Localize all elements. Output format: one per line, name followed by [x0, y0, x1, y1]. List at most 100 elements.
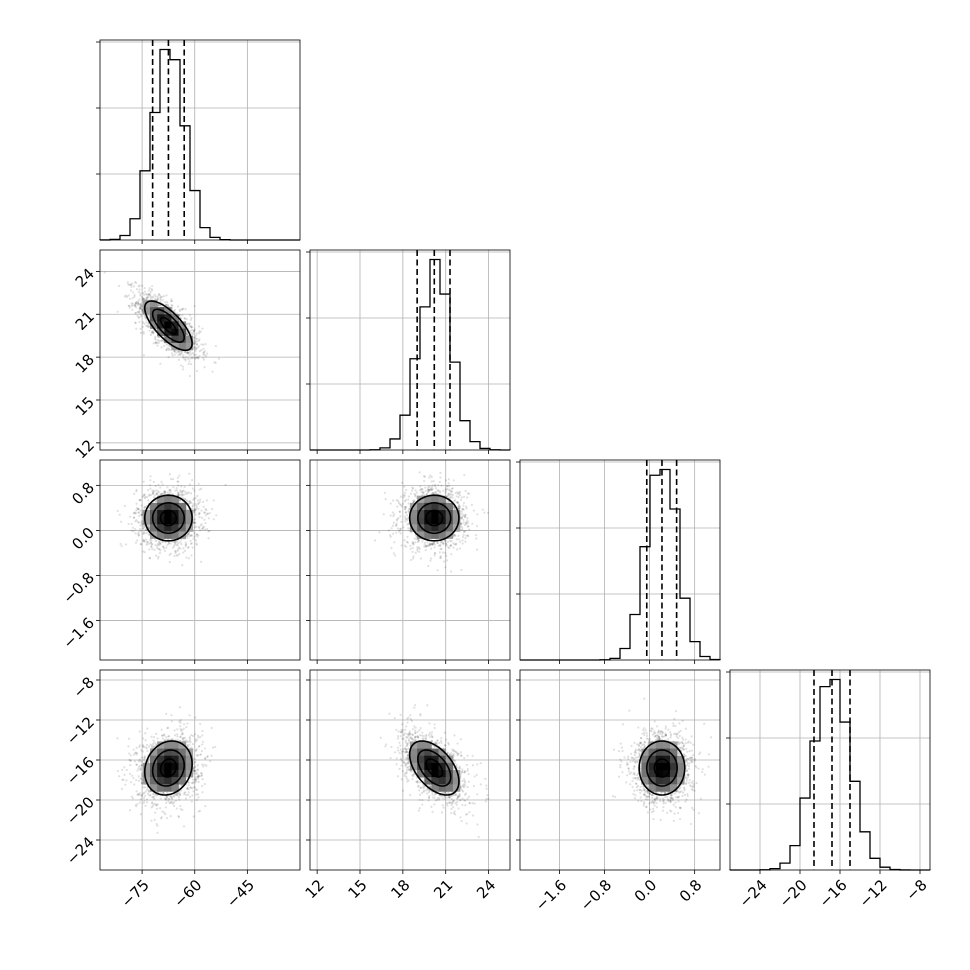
sample-point	[188, 354, 191, 357]
sample-point	[151, 548, 154, 551]
sample-point	[462, 495, 466, 498]
sample-point	[153, 293, 156, 296]
sample-point	[461, 535, 465, 539]
sample-point	[199, 524, 202, 527]
sample-point	[420, 488, 424, 491]
sample-point	[141, 325, 144, 328]
sample-point	[439, 555, 442, 558]
sample-point	[144, 528, 147, 531]
sample-point	[450, 553, 453, 556]
sample-point	[176, 549, 179, 552]
sample-point	[137, 285, 140, 288]
sample-point	[171, 354, 174, 357]
sample-point	[151, 492, 155, 496]
sample-point	[177, 492, 180, 495]
sample-point	[192, 356, 196, 359]
sample-point	[198, 809, 201, 812]
sample-point	[178, 309, 181, 313]
sample-point	[432, 480, 435, 483]
sample-point	[143, 526, 146, 529]
sample-point	[193, 337, 196, 340]
sample-point	[437, 484, 440, 487]
sample-point	[130, 285, 133, 288]
sample-point	[200, 750, 204, 753]
sample-point	[139, 498, 142, 502]
sample-point	[153, 494, 156, 497]
sample-point	[137, 302, 140, 305]
sample-point	[142, 331, 145, 334]
sample-point	[197, 332, 201, 335]
sample-point	[155, 493, 158, 496]
sample-point	[145, 296, 149, 299]
y-tick-label: 15	[72, 393, 98, 419]
sample-point	[135, 778, 138, 782]
sample-point	[193, 336, 196, 339]
sample-point	[444, 479, 448, 482]
sample-point	[170, 720, 173, 723]
sample-point	[203, 511, 206, 514]
sample-point	[125, 768, 128, 772]
sample-point	[183, 493, 186, 496]
sample-point	[200, 560, 203, 563]
sample-point	[193, 535, 196, 538]
sample-point	[139, 305, 142, 309]
sample-point	[145, 528, 148, 532]
sample-point	[184, 498, 187, 501]
sample-point	[154, 295, 157, 298]
sample-point	[133, 293, 136, 297]
sample-point	[134, 512, 137, 515]
sample-point	[407, 502, 410, 505]
sample-point	[185, 323, 189, 326]
sample-point	[116, 310, 119, 313]
sample-point	[164, 303, 167, 306]
sample-point	[197, 482, 200, 485]
sample-point	[119, 542, 122, 546]
sample-point	[212, 518, 215, 521]
density-cell	[150, 300, 158, 308]
sample-point	[158, 552, 162, 555]
sample-point	[150, 331, 153, 335]
sample-point	[189, 329, 192, 332]
y-tick-label: 0.0	[68, 524, 98, 554]
sample-point	[194, 496, 197, 500]
sample-point	[393, 541, 396, 544]
sample-point	[185, 318, 188, 321]
sample-point	[169, 345, 172, 349]
sample-point	[182, 547, 185, 550]
sample-point	[179, 735, 182, 738]
sample-point	[179, 729, 183, 732]
sample-point	[183, 350, 187, 353]
sample-point	[448, 493, 452, 496]
sample-point	[189, 534, 192, 537]
sample-point	[202, 525, 205, 528]
sample-point	[177, 546, 180, 549]
sample-point	[165, 348, 168, 352]
sample-point	[414, 551, 417, 554]
sample-point	[192, 815, 195, 818]
sample-point	[131, 526, 135, 529]
sample-point	[194, 337, 197, 340]
sample-point	[160, 480, 163, 483]
sample-point	[141, 495, 144, 499]
sample-point	[159, 294, 162, 297]
sample-point	[147, 533, 151, 536]
sample-point	[201, 527, 205, 530]
sample-point	[120, 787, 124, 791]
sample-point	[389, 502, 392, 505]
sample-point	[134, 541, 138, 544]
sample-point	[135, 301, 138, 304]
sample-point	[150, 735, 153, 738]
sample-point	[200, 349, 203, 352]
sample-point	[483, 511, 486, 514]
sample-point	[193, 518, 196, 521]
sample-point	[463, 530, 466, 534]
sample-point	[137, 316, 140, 320]
sample-point	[188, 483, 191, 486]
sample-point	[132, 530, 135, 533]
sample-point	[433, 554, 436, 557]
sample-point	[194, 513, 197, 516]
sample-point	[176, 480, 179, 483]
sample-point	[169, 477, 173, 481]
sample-point	[202, 351, 205, 354]
sample-point	[446, 559, 449, 562]
